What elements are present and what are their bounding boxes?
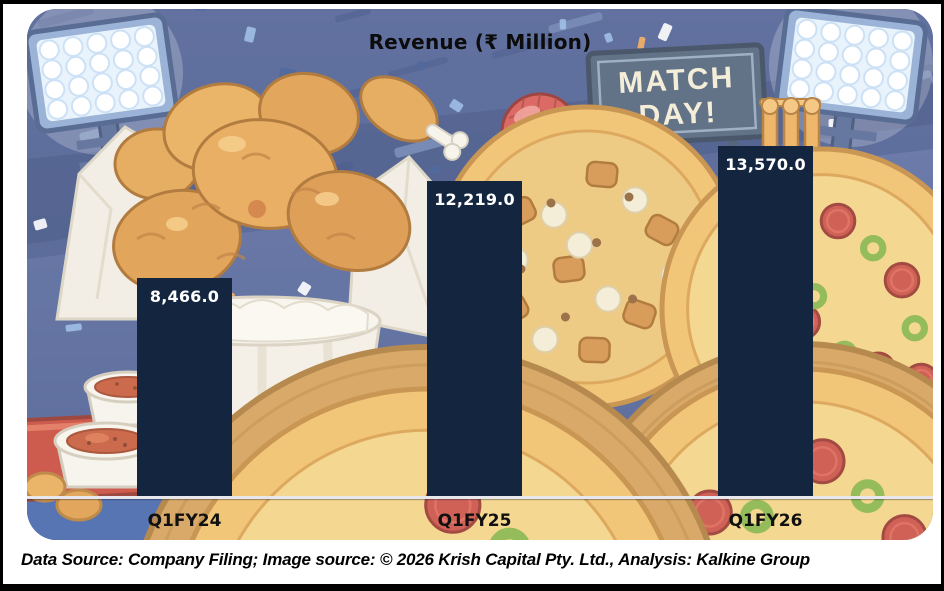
bar-value-label: 8,466.0 [149, 287, 220, 306]
bar-q1fy24: 8,466.0 [137, 278, 232, 496]
dip-ramekin-front [53, 421, 159, 489]
x-tick-label: Q1FY26 [728, 511, 803, 531]
chart-title: Revenue (₹ Million) [368, 30, 592, 54]
bar-q1fy26: 13,570.0 [718, 146, 813, 496]
source-note: Data Source: Company Filing; Image sourc… [21, 550, 810, 569]
bar-value-label: 12,219.0 [434, 190, 515, 209]
bar-value-label: 13,570.0 [725, 155, 806, 174]
bar-q1fy25: 12,219.0 [427, 181, 522, 496]
x-axis-line [27, 496, 933, 499]
billboard-text-line1: MATCH [617, 61, 735, 100]
illustration-panel: MATCH DAY! [27, 9, 933, 540]
x-tick-label: Q1FY25 [437, 511, 512, 531]
x-tick-label: Q1FY24 [147, 511, 222, 531]
chicken-drumstick [359, 75, 469, 161]
